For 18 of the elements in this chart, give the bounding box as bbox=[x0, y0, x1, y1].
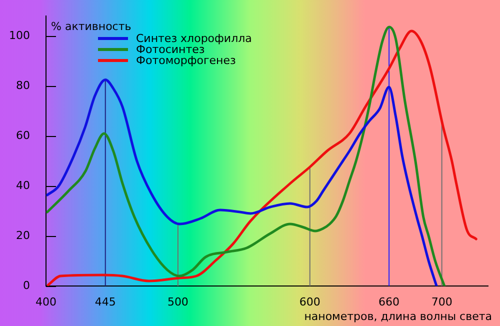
x-axis-title: нанометров, длина волны света bbox=[304, 310, 492, 323]
line-series bbox=[46, 78, 438, 286]
y-tick-label: 20 bbox=[16, 228, 30, 242]
y-tick-label: 80 bbox=[16, 78, 30, 92]
legend-label: Синтез хлорофилла bbox=[136, 32, 252, 45]
y-tick-label: 0 bbox=[23, 278, 30, 292]
y-axis-title: % активность bbox=[51, 20, 132, 33]
x-tick-label: 700 bbox=[431, 295, 452, 308]
x-tick-label: 400 bbox=[36, 295, 56, 308]
y-tick-label: 40 bbox=[16, 178, 30, 192]
legend-label: Фотосинтез bbox=[136, 43, 205, 56]
y-tick-label: 60 bbox=[16, 128, 30, 142]
y-tick-label: 100 bbox=[9, 28, 30, 42]
legend-label: Фотоморфогенез bbox=[136, 54, 236, 67]
x-tick-label: 660 bbox=[378, 295, 400, 308]
x-tick-label: 445 bbox=[94, 295, 116, 308]
x-tick-label: 500 bbox=[167, 295, 188, 308]
x-tick-label: 600 bbox=[299, 295, 320, 308]
